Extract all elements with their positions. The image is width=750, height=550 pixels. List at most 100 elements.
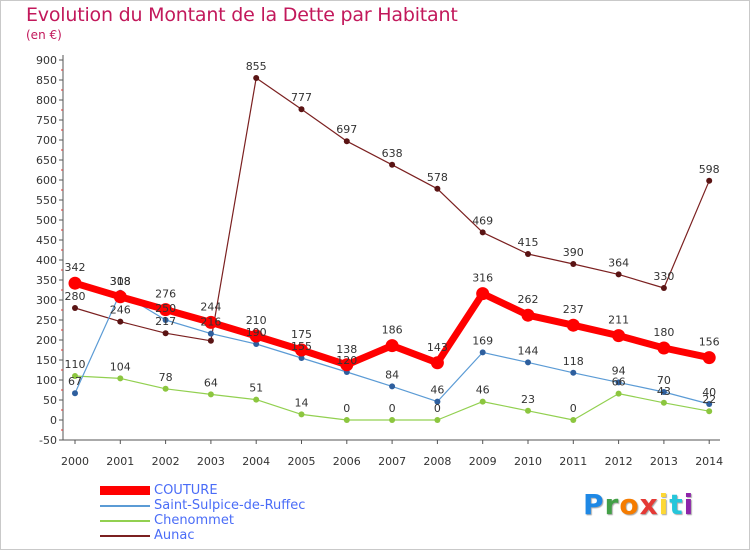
- legend-item-couture: COUTURE: [100, 483, 360, 499]
- data-point: [389, 161, 396, 168]
- legend: COUTURE Saint-Sulpice-de-Ruffec Chenomme…: [100, 483, 360, 544]
- x-tick-label: 2004: [242, 455, 270, 468]
- data-point: [479, 349, 486, 356]
- y-tick-label: 800: [36, 94, 57, 107]
- logo-letter: i: [658, 488, 670, 521]
- data-label: 855: [246, 60, 267, 73]
- y-tick-label: 700: [36, 134, 57, 147]
- logo-letter: t: [669, 488, 684, 521]
- data-label: 67: [68, 375, 82, 388]
- y-tick-label: 450: [36, 234, 57, 247]
- y-tick-label: 850: [36, 74, 57, 87]
- y-tick-label: 750: [36, 114, 57, 127]
- x-tick-label: 2002: [152, 455, 180, 468]
- legend-item-chenommet: Chenommet: [100, 513, 360, 529]
- data-label: 14: [295, 396, 309, 409]
- y-tick-label: 600: [36, 174, 57, 187]
- y-tick-label: 500: [36, 214, 57, 227]
- y-tick-label: 200: [36, 334, 57, 347]
- data-point: [570, 369, 577, 376]
- x-tick-label: 2014: [695, 455, 723, 468]
- data-label: 84: [385, 368, 399, 381]
- data-label: 78: [159, 371, 173, 384]
- data-label: 364: [608, 256, 629, 269]
- data-point: [566, 318, 580, 332]
- data-label: 70: [657, 374, 671, 387]
- data-label: 66: [612, 376, 626, 389]
- data-point: [479, 229, 486, 236]
- data-label: 0: [389, 402, 396, 415]
- data-label: 94: [612, 364, 626, 377]
- data-point: [389, 383, 396, 390]
- data-point: [525, 359, 531, 366]
- data-point: [479, 398, 486, 405]
- data-point: [298, 411, 305, 418]
- data-point: [117, 375, 124, 382]
- data-label: 104: [110, 360, 131, 373]
- data-point: [657, 341, 671, 355]
- logo-letter: r: [604, 488, 620, 521]
- data-label: 262: [518, 293, 539, 306]
- data-point: [521, 308, 535, 322]
- data-label: 156: [699, 336, 720, 349]
- data-point: [615, 379, 622, 386]
- data-point: [72, 373, 78, 379]
- data-label: 180: [653, 326, 674, 339]
- data-label: 0: [343, 402, 350, 415]
- data-label: 144: [518, 344, 539, 357]
- data-label: 23: [521, 393, 535, 406]
- data-label: 216: [200, 316, 221, 329]
- data-label: 43: [657, 385, 671, 398]
- chart-subtitle: (en €): [26, 28, 62, 42]
- data-point: [525, 407, 531, 414]
- data-label: 276: [155, 288, 176, 301]
- data-point: [207, 330, 214, 337]
- data-point: [434, 417, 441, 423]
- y-tick-label: 50: [43, 394, 57, 407]
- data-label: 415: [518, 236, 539, 249]
- data-label: 143: [427, 341, 448, 354]
- data-point: [343, 138, 350, 145]
- legend-label-couture: COUTURE: [154, 483, 218, 498]
- data-label: 250: [155, 302, 176, 315]
- data-point: [68, 276, 82, 290]
- data-label: 308: [110, 275, 131, 288]
- data-point: [660, 399, 667, 406]
- y-tick-label: 250: [36, 314, 57, 327]
- data-point: [430, 356, 444, 370]
- y-tick-label: 100: [36, 374, 57, 387]
- x-tick-label: 2011: [559, 455, 587, 468]
- data-point: [253, 396, 260, 403]
- x-tick-label: 2000: [61, 455, 89, 468]
- x-tick-label: 2013: [650, 455, 678, 468]
- data-point: [207, 391, 214, 398]
- data-point: [706, 408, 713, 415]
- x-tick-label: 2010: [514, 455, 542, 468]
- data-label: 318: [110, 275, 131, 288]
- data-point: [72, 305, 78, 311]
- data-label: 598: [699, 163, 720, 176]
- data-label: 138: [336, 343, 357, 356]
- legend-label-aunac: Aunac: [154, 528, 195, 543]
- data-label: 22: [702, 393, 716, 406]
- data-label: 118: [563, 355, 584, 368]
- data-point: [434, 185, 441, 192]
- data-label: 210: [246, 314, 267, 327]
- data-label: 110: [65, 358, 86, 371]
- data-label: 316: [472, 272, 493, 285]
- data-point: [570, 417, 577, 423]
- data-label: 211: [608, 314, 629, 327]
- data-label: 40: [702, 386, 716, 399]
- data-point: [385, 339, 399, 353]
- y-tick-label: 0: [50, 414, 57, 427]
- data-label: 51: [249, 382, 263, 395]
- y-tick-label: 150: [36, 354, 57, 367]
- data-label: 186: [382, 324, 403, 337]
- logo-letter: P: [583, 488, 605, 521]
- logo-letter: i: [683, 488, 695, 521]
- logo-letter: x: [639, 488, 659, 521]
- data-point: [295, 343, 308, 357]
- x-tick-label: 2001: [106, 455, 134, 468]
- data-point: [570, 261, 577, 267]
